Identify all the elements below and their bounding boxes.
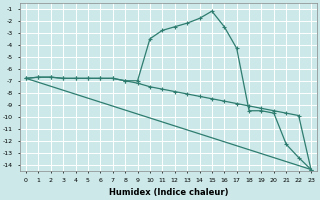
X-axis label: Humidex (Indice chaleur): Humidex (Indice chaleur) (109, 188, 228, 197)
